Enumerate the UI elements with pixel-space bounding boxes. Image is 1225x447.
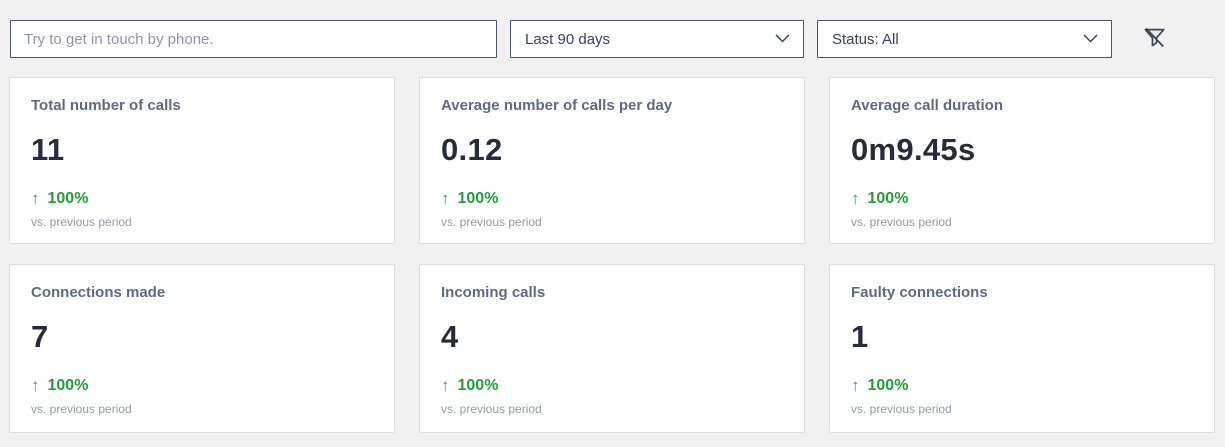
stat-card-incoming-calls: Incoming calls 4 ↑ 100% vs. previous per…: [419, 264, 805, 433]
card-title: Total number of calls: [31, 97, 181, 114]
arrow-up-icon: ↑: [441, 376, 450, 395]
trend-indicator: ↑ 100%: [31, 376, 373, 396]
arrow-up-icon: ↑: [441, 189, 450, 208]
card-title: Faulty connections: [851, 284, 988, 301]
card-value: 4: [441, 319, 459, 354]
card-value: 0.12: [441, 132, 503, 167]
trend-indicator: ↑ 100%: [851, 189, 1193, 209]
card-title: Connections made: [31, 284, 166, 301]
trend-indicator: ↑ 100%: [31, 189, 373, 209]
card-value: 1: [851, 319, 869, 354]
chevron-down-icon: [1083, 30, 1098, 48]
card-title: Incoming calls: [441, 284, 546, 301]
stat-card-connections-made: Connections made 7 ↑ 100% vs. previous p…: [9, 264, 395, 433]
trend-percent: 100%: [457, 377, 499, 394]
stat-card-avg-calls-per-day: Average number of calls per day 0.12 ↑ 1…: [419, 77, 805, 244]
trend-percent: 100%: [457, 190, 499, 207]
card-title: Average number of calls per day: [441, 97, 673, 114]
trend-indicator: ↑ 100%: [441, 376, 783, 396]
period-dropdown-value: Last 90 days: [525, 30, 611, 48]
card-value: 11: [31, 132, 65, 167]
stat-card-faulty-connections: Faulty connections 1 ↑ 100% vs. previous…: [829, 264, 1215, 433]
compare-label: vs. previous period: [441, 215, 542, 229]
period-dropdown[interactable]: Last 90 days: [510, 20, 804, 58]
status-dropdown-value: Status: All: [832, 30, 899, 48]
filter-off-icon: [1141, 24, 1168, 54]
trend-indicator: ↑ 100%: [851, 376, 1193, 396]
search-input[interactable]: [10, 20, 497, 58]
compare-label: vs. previous period: [31, 402, 132, 416]
compare-label: vs. previous period: [851, 215, 952, 229]
compare-label: vs. previous period: [31, 215, 132, 229]
trend-indicator: ↑ 100%: [441, 189, 783, 209]
arrow-up-icon: ↑: [851, 376, 860, 395]
stat-card-avg-call-duration: Average call duration 0m9.45s ↑ 100% vs.…: [829, 77, 1215, 244]
arrow-up-icon: ↑: [31, 189, 40, 208]
card-value: 7: [31, 319, 49, 354]
chevron-down-icon: [775, 30, 790, 48]
trend-percent: 100%: [867, 190, 909, 207]
trend-percent: 100%: [47, 190, 89, 207]
arrow-up-icon: ↑: [851, 189, 860, 208]
status-dropdown[interactable]: Status: All: [817, 20, 1112, 58]
card-title: Average call duration: [851, 97, 1003, 114]
card-value: 0m9.45s: [851, 132, 976, 167]
compare-label: vs. previous period: [851, 402, 952, 416]
trend-percent: 100%: [867, 377, 909, 394]
reset-filters-button[interactable]: [1138, 23, 1170, 55]
stat-card-total-calls: Total number of calls 11 ↑ 100% vs. prev…: [9, 77, 395, 244]
arrow-up-icon: ↑: [31, 376, 40, 395]
stats-cards-grid: Total number of calls 11 ↑ 100% vs. prev…: [9, 77, 1215, 433]
compare-label: vs. previous period: [441, 402, 542, 416]
trend-percent: 100%: [47, 377, 89, 394]
